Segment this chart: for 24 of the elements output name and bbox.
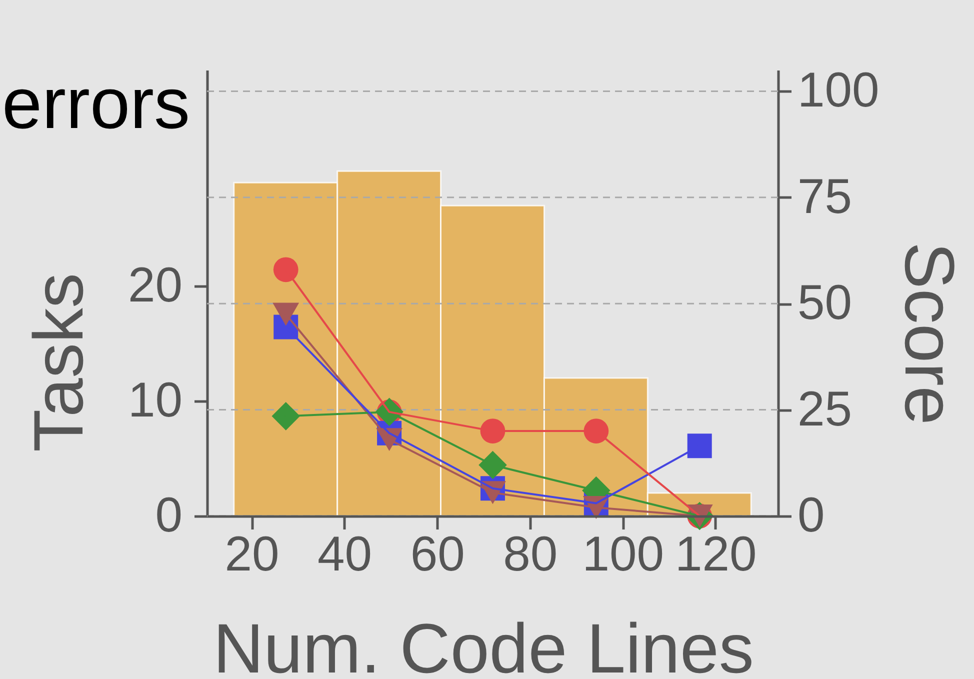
x-tick-label: 20: [224, 528, 280, 582]
y2-tick-label: 100: [798, 64, 880, 118]
y-tick-label: 10: [128, 374, 182, 428]
point: [272, 302, 300, 326]
point: [584, 418, 609, 444]
y2-tick-label: 75: [798, 170, 852, 224]
x-tick-label: 80: [503, 528, 558, 582]
x-tick-label: 100: [582, 528, 664, 582]
y-tick-label: 0: [155, 488, 182, 542]
text: errors: [2, 64, 190, 144]
point: [273, 257, 298, 282]
point: [687, 434, 712, 458]
y-tick-label: 20: [128, 258, 182, 313]
x-tick-label: 60: [410, 528, 465, 582]
x-tick-label: 40: [318, 528, 372, 582]
y2-axis-title: Score: [890, 242, 968, 425]
x-axis-title: Num. Code Lines: [213, 610, 754, 679]
y2-tick-label: 50: [798, 276, 852, 330]
point: [272, 402, 300, 430]
y2-tick-label: 25: [798, 382, 852, 436]
x-tick-label: 120: [674, 528, 757, 582]
y2-tick-label: 0: [798, 488, 825, 542]
y-axis-title: Tasks: [20, 273, 98, 452]
point: [480, 418, 506, 444]
